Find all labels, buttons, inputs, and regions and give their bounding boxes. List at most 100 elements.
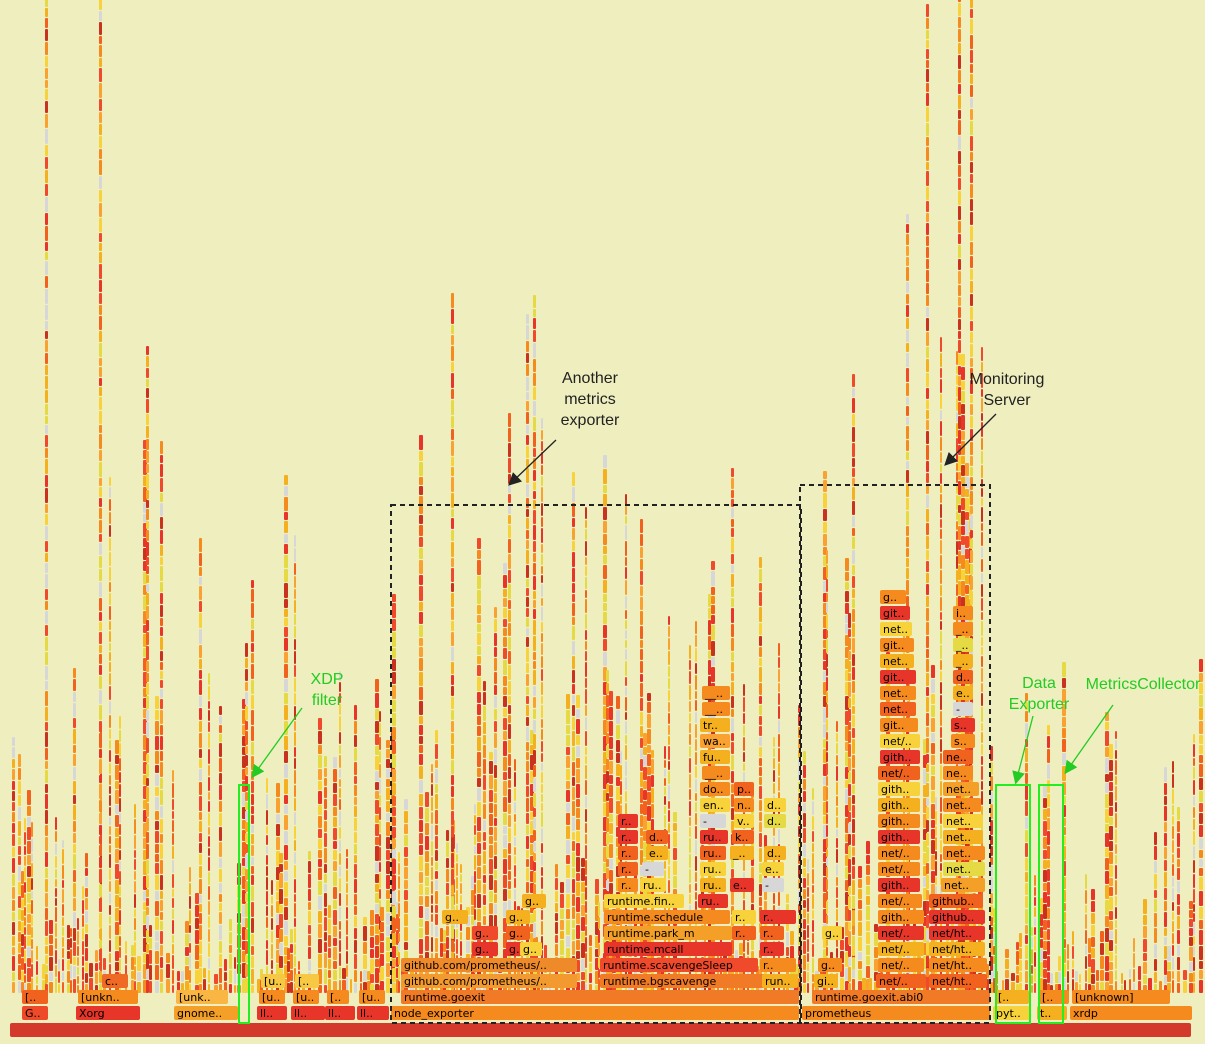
frame-rect[interactable] [618,862,638,876]
frame[interactable]: g.. [442,910,468,924]
frame-rect[interactable] [618,830,638,844]
frame[interactable]: g.. [472,942,498,956]
frame-rect[interactable] [327,990,349,1004]
frame[interactable]: github.com/prometheus/.. [401,958,577,972]
frame[interactable]: r.. [618,814,638,828]
frame-rect[interactable] [698,894,728,908]
frame-rect[interactable] [401,990,799,1004]
frame[interactable]: [unkn.. [78,990,138,1004]
frame-rect[interactable] [325,1006,355,1020]
frame-rect[interactable] [646,846,668,860]
frame[interactable]: g.. [506,910,530,924]
frame[interactable]: runtime.fin.. [604,894,684,908]
frame-rect[interactable] [472,926,498,940]
frame-rect[interactable] [359,990,385,1004]
frame[interactable]: g.. [520,942,542,956]
frame-rect[interactable] [522,894,546,908]
frame-rect[interactable] [600,974,798,988]
frame[interactable]: [.. [22,990,48,1004]
frame[interactable]: r.. [618,862,638,876]
frame-rect[interactable] [102,974,128,988]
frame-rect[interactable] [640,878,666,892]
frame[interactable]: ll.. [257,1006,287,1020]
frame[interactable]: r.. [618,878,638,892]
frame[interactable]: node_exporter [391,1006,799,1020]
frame[interactable]: runtime.goexit [401,990,799,1004]
frame[interactable]: ll.. [357,1006,389,1020]
frame-rect[interactable] [257,1006,287,1020]
frame-rect[interactable] [442,910,468,924]
frame[interactable]: ru.. [700,878,726,892]
frame-rect[interactable] [22,990,48,1004]
frame-rect[interactable] [618,846,638,860]
frame-rect[interactable] [642,862,664,876]
frame-rect[interactable] [291,1006,325,1020]
frame[interactable]: github.com/prometheus/.. [401,974,577,988]
frame-rect[interactable] [506,910,530,924]
frame[interactable]: c.. [102,974,128,988]
frame[interactable]: [.. [327,990,349,1004]
frame-rect[interactable] [174,1006,238,1020]
frame[interactable]: ru.. [698,894,728,908]
frame[interactable]: [u.. [259,990,285,1004]
stack-segment [852,609,855,622]
frame[interactable]: gnome.. [174,1006,238,1020]
stack-segment [576,873,580,881]
frame-rect[interactable] [604,910,730,924]
frame[interactable]: e.. [646,846,668,860]
frame-rect[interactable] [506,926,530,940]
frame[interactable]: d.. [646,830,668,844]
frame-rect[interactable] [391,1006,799,1020]
frame-rect[interactable] [700,878,726,892]
stack-segment [172,935,174,943]
stack-segment [245,692,248,705]
frame[interactable]: [.. [295,974,319,988]
frame[interactable]: runtime.mcall [604,942,732,956]
frame-rect[interactable] [604,926,732,940]
frame[interactable]: runtime.bgscavenge [600,974,798,988]
frame[interactable]: Xorg [76,1006,140,1020]
stack-segment [926,236,929,246]
frame-rect[interactable] [401,958,577,972]
frame[interactable]: g.. [506,926,530,940]
frame-rect[interactable] [78,990,138,1004]
frame-rect[interactable] [604,942,732,956]
background-stack [572,472,575,993]
frame-rect[interactable] [357,1006,389,1020]
frame[interactable]: g.. [472,926,498,940]
frame-rect[interactable] [618,814,638,828]
frame[interactable]: runtime.scavengeSleep [600,958,758,972]
frame[interactable]: ll.. [325,1006,355,1020]
frame[interactable]: runtime.park_m [604,926,732,940]
frame[interactable]: [u.. [293,990,319,1004]
background-stack [812,788,814,993]
frame-rect[interactable] [293,990,319,1004]
frame[interactable]: ru.. [700,862,726,876]
frame-rect[interactable] [401,974,577,988]
root-frame[interactable] [10,1023,1191,1037]
frame[interactable]: ru.. [640,878,666,892]
frame[interactable]: [u.. [359,990,385,1004]
frame[interactable]: G.. [22,1006,48,1020]
frame-rect[interactable] [295,974,319,988]
frame[interactable]: [unk.. [176,990,228,1004]
frame[interactable]: ll.. [291,1006,325,1020]
frame-rect[interactable] [472,942,498,956]
frame[interactable]: [u.. [261,974,285,988]
frame[interactable]: g.. [522,894,546,908]
frame-rect[interactable] [618,878,638,892]
frame-rect[interactable] [646,830,668,844]
frame-rect[interactable] [76,1006,140,1020]
frame-rect[interactable] [261,974,285,988]
frame-rect[interactable] [259,990,285,1004]
frame-rect[interactable] [520,942,542,956]
frame-rect[interactable] [604,894,684,908]
frame[interactable]: - [642,862,664,876]
stack-segment [419,745,423,753]
frame-rect[interactable] [600,958,758,972]
frame-rect[interactable] [22,1006,48,1020]
frame[interactable]: r.. [618,846,638,860]
frame-rect[interactable] [176,990,228,1004]
frame[interactable]: r.. [618,830,638,844]
frame[interactable]: runtime.schedule [604,910,730,924]
